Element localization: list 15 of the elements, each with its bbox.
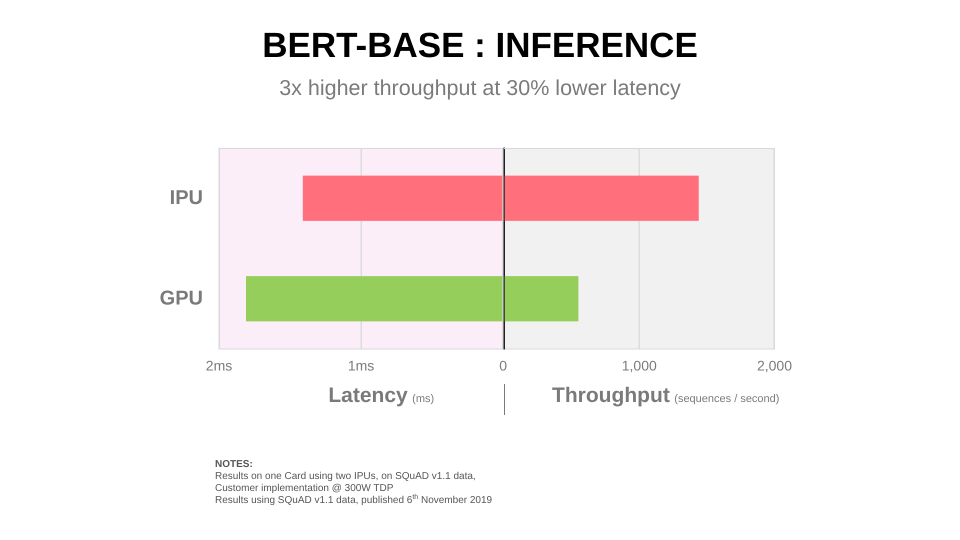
chart-subtitle: 3x higher throughput at 30% lower latency: [278, 76, 682, 101]
text: Results on one Card using two IPUs, on SQuAD v1.1 data,: [215, 471, 477, 483]
text: Customer implementation @ 300W TDP: [215, 483, 394, 495]
x-tick-label: 2ms: [206, 357, 232, 374]
chart-title: BERT-BASE : INFERENCE: [261, 26, 699, 66]
x-tick-label: 1,000: [621, 357, 656, 374]
y-tick-label: GPU: [160, 287, 203, 310]
x-tick-label: 2,000: [756, 357, 792, 374]
x-axis-title: Latency (ms): [328, 384, 434, 407]
x-axis-title: Throughput (sequences / second): [552, 384, 780, 407]
y-tick-label: IPU: [170, 186, 203, 209]
x-tick-label: 0: [499, 357, 508, 374]
text: Results using SQuAD v1.1 data, published 6$^{th}$ November 2019: [215, 494, 492, 507]
x-tick-label: 1ms: [348, 357, 374, 374]
text: NOTES:: [215, 459, 254, 471]
